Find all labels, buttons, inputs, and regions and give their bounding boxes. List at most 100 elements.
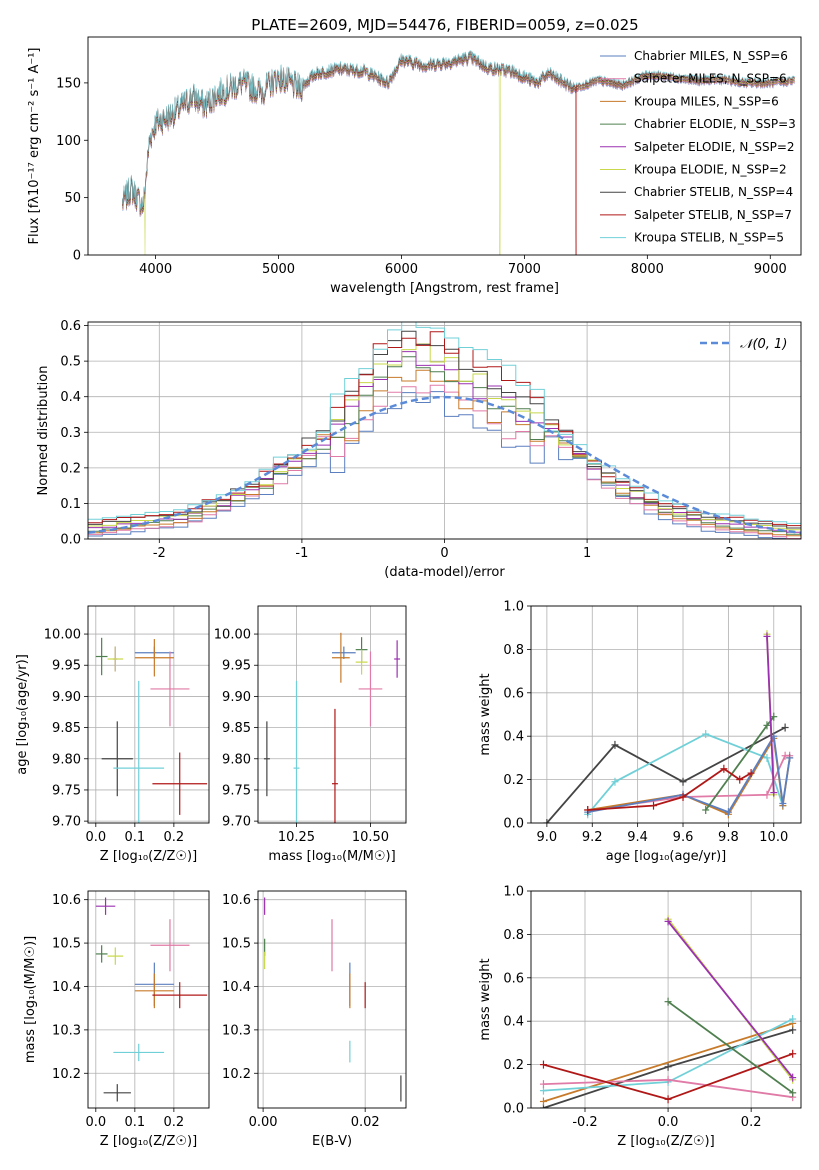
x-tick-label: 6000: [385, 262, 418, 277]
axes-frame: 0.00 0.02 10.2 10.3 10.4 10.5 10.6 E(B-V): [222, 890, 407, 1149]
error-bar-point: [332, 632, 350, 683]
error-bar-point: [152, 982, 208, 1009]
axes-box: [87, 36, 802, 256]
y-tick-label: 9.70: [52, 815, 81, 830]
y-tick-label: 10.00: [214, 628, 251, 643]
x-axis-label: Z [log₁₀(Z/Z☉)]: [100, 849, 197, 864]
y-tick-label: 1.0: [503, 600, 524, 615]
panel-age-vs-mass: 10.25 10.50 9.70 9.75 9.80 9.85 9.90 9.95 10.00 m…: [214, 605, 407, 864]
x-tick-label: 10.0: [759, 830, 788, 845]
error-bar-point: [150, 919, 190, 972]
panel-mass-weight-vs-Z: -0.2 0.0 0.2 0.0 0.2 0.4 0.6 0.8 1.0 Z [log₁₀(Z/Z…: [478, 885, 802, 1149]
error-bar-point: [394, 640, 401, 678]
panel-mass-vs-EBV: 0.00 0.02 10.2 10.3 10.4 10.5 10.6 E(B-V): [222, 890, 407, 1149]
x-tick-label: 5000: [262, 262, 295, 277]
axes-frame: 4000 5000 6000 7000 8000 9000 0 50 100 150 wavelen…: [27, 36, 802, 296]
x-tick-label: -0.2: [572, 1115, 597, 1130]
weight-line: [667, 920, 794, 1079]
figure-title: PLATE=2609, MJD=54476, FIBERID=0059, z=0…: [251, 16, 638, 34]
x-tick-label: 10.25: [278, 830, 315, 845]
legend-label: Salpeter ELODIE, N_SSP=2: [634, 140, 795, 154]
error-bar-point: [263, 721, 270, 797]
x-tick-label: 0: [440, 546, 448, 561]
panel-age-vs-Z: 0.0 0.1 0.2 9.70 9.75 9.80 9.85 9.90 9.95 10.00 Z …: [15, 605, 210, 864]
y-tick-label: 10.4: [52, 980, 81, 995]
legend-label: Chabrier STELIB, N_SSP=4: [634, 185, 793, 199]
y-axis-label: mass weight: [478, 673, 493, 755]
y-tick-label: 0.1: [60, 497, 81, 512]
y-tick-label: 9.85: [222, 721, 251, 736]
y-tick-label: 0.2: [503, 1058, 524, 1073]
y-tick-label: 0.8: [503, 928, 524, 943]
x-tick-label: 8000: [631, 262, 664, 277]
x-tick-label: 9.8: [718, 830, 739, 845]
y-tick-label: 0.4: [60, 390, 81, 405]
y-tick-label: 0: [73, 249, 81, 264]
axes-box: [87, 605, 210, 824]
plot-area: [543, 630, 794, 823]
axes-box: [530, 605, 802, 824]
x-tick-label: -1: [295, 546, 308, 561]
y-axis-label: age [log₁₀(age/yr)]: [15, 654, 30, 775]
histogram-series: [88, 384, 801, 539]
plot-area: [88, 322, 801, 539]
histogram-series: [88, 356, 801, 535]
spectrum-line: [122, 50, 795, 211]
x-tick-label: 0.02: [351, 1115, 380, 1130]
histogram-series: [88, 343, 801, 531]
legend-label: Kroupa MILES, N_SSP=6: [634, 94, 779, 108]
weight-line: [766, 636, 775, 793]
panel-mass-vs-Z: 0.0 0.1 0.2 10.2 10.3 10.4 10.5 10.6 Z [log₁₀(Z/…: [23, 890, 210, 1149]
y-tick-label: 150: [56, 76, 81, 91]
panel-spectrum: 4000 5000 6000 7000 8000 9000 0 50 100 150 wavelen…: [27, 36, 802, 296]
error-bar-point: [95, 897, 116, 915]
x-axis-label: (data-model)/error: [384, 565, 505, 580]
error-bar-point: [332, 708, 338, 823]
error-bar-point: [150, 651, 190, 727]
axes-box: [257, 605, 407, 824]
plot-area: [95, 897, 208, 1102]
x-tick-label: 0.0: [658, 1115, 679, 1130]
x-axis-label: age [log₁₀(age/yr)]: [606, 849, 727, 864]
error-bar-point: [107, 947, 124, 965]
y-tick-label: 100: [56, 134, 81, 149]
y-tick-label: 10.3: [52, 1023, 81, 1038]
panel-residuals: -2 -1 0 1 2 0.0 0.1 0.2 0.3 0.4 0.5 0.6 (data-model)…: [36, 319, 802, 580]
histogram-series: [88, 391, 801, 539]
error-bar-point: [107, 646, 124, 672]
x-tick-label: 9.0: [537, 830, 558, 845]
error-bar-point: [355, 649, 368, 675]
spectrum-legend: Chabrier MILES, N_SSP=6 Salpeter MILES, N…: [600, 49, 796, 245]
error-bar-point: [95, 945, 108, 963]
y-tick-label: 0.3: [60, 426, 81, 441]
x-axis-label: mass [log₁₀(M/M☉)]: [268, 849, 395, 864]
error-bar-point: [103, 1084, 131, 1102]
x-tick-label: 7000: [508, 262, 541, 277]
x-tick-label: 9000: [754, 262, 787, 277]
y-tick-label: 9.90: [222, 690, 251, 705]
axes-box: [257, 890, 407, 1109]
legend-label: Chabrier MILES, N_SSP=6: [634, 49, 788, 63]
x-tick-label: 0.0: [85, 830, 106, 845]
x-tick-label: 0.1: [124, 1115, 145, 1130]
axes-frame: 0.0 0.1 0.2 10.2 10.3 10.4 10.5 10.6 Z [log₁₀(Z/…: [23, 890, 210, 1149]
legend-label: 𝒩(0, 1): [740, 337, 787, 352]
y-tick-label: 9.80: [52, 752, 81, 767]
y-tick-label: 10.5: [52, 937, 81, 952]
weight-line: [587, 767, 752, 811]
y-axis-label: Flux [fλ10⁻¹⁷ erg cm⁻² s⁻¹ A⁻¹]: [27, 48, 42, 245]
y-tick-label: 9.75: [52, 783, 81, 798]
x-axis-label: Z [log₁₀(Z/Z☉)]: [100, 1134, 197, 1149]
y-tick-label: 10.3: [222, 1023, 251, 1038]
y-tick-label: 10.6: [52, 893, 81, 908]
x-tick-label: 9.6: [673, 830, 694, 845]
y-axis-label: mass [log₁₀(M/M☉)]: [23, 936, 38, 1063]
y-tick-label: 9.70: [222, 815, 251, 830]
axes-frame: -2 -1 0 1 2 0.0 0.1 0.2 0.3 0.4 0.5 0.6 (data-model)…: [36, 319, 802, 580]
x-tick-label: 0.2: [164, 1115, 185, 1130]
axes-frame: 10.25 10.50 9.70 9.75 9.80 9.85 9.90 9.95 10.00 m…: [214, 605, 407, 864]
weight-line: [546, 726, 786, 823]
y-tick-label: 0.2: [503, 773, 524, 788]
y-tick-label: 9.95: [222, 659, 251, 674]
